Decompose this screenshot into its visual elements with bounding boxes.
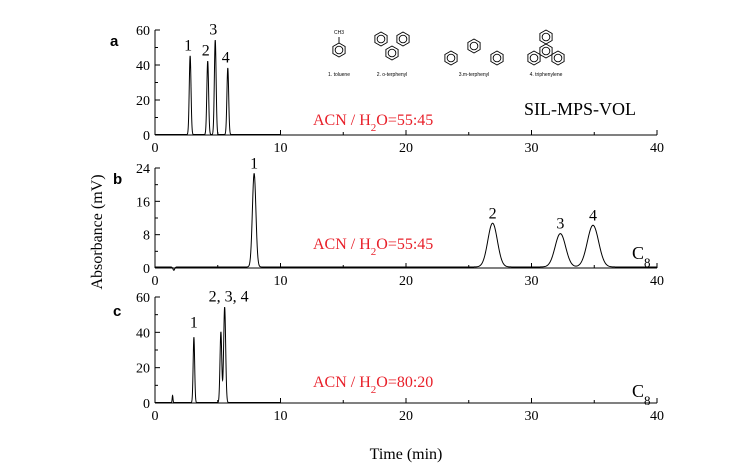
- y-tick-label: 60: [136, 24, 150, 39]
- condition-prefix: ACN / H: [313, 236, 371, 253]
- aromatic-circle: [553, 53, 563, 63]
- phase-subscript: 8: [644, 255, 651, 270]
- peak-label: 2: [202, 43, 210, 60]
- x-tick-label: 10: [274, 141, 288, 156]
- phase-subscript: 8: [644, 393, 651, 408]
- x-tick-label: 30: [525, 141, 539, 156]
- chromatogram-trace: [155, 307, 281, 404]
- structure-caption: 3.m-terphenyl: [459, 72, 490, 78]
- y-tick-label: 60: [136, 291, 150, 306]
- aromatic-circle: [529, 53, 539, 63]
- triphenylene-ring-top: [539, 29, 553, 45]
- condition-prefix: ACN / H: [313, 374, 371, 391]
- x-tick-label: 30: [525, 274, 539, 289]
- aromatic-circle: [398, 34, 408, 44]
- y-tick-label: 40: [136, 59, 150, 74]
- x-tick-label: 10: [274, 274, 288, 289]
- condition-suffix: O=55:45: [376, 112, 433, 129]
- x-axis-label: Time (min): [370, 446, 443, 463]
- aromatic-circle: [387, 48, 397, 58]
- y-tick-label: 24: [136, 162, 150, 177]
- chromatogram-trace: [155, 39, 281, 136]
- mobile-phase-condition: ACN / H2O=80:20: [313, 374, 433, 396]
- y-tick-label: 20: [136, 362, 150, 377]
- peak-label: 1: [190, 315, 198, 332]
- structure-caption: 1. toluene: [328, 72, 350, 78]
- methyl-label: CH3: [334, 30, 344, 36]
- panel-letter: b: [113, 171, 122, 188]
- x-tick-label: 30: [525, 409, 539, 424]
- aromatic-circle: [492, 53, 502, 63]
- peak-label: 1: [184, 37, 192, 54]
- chemical-structures: CH3: [332, 29, 565, 66]
- mobile-phase-condition: ACN / H2O=55:45: [313, 112, 433, 134]
- condition-prefix: ACN / H: [313, 112, 371, 129]
- x-tick-label: 0: [152, 274, 159, 289]
- aromatic-circle: [469, 41, 479, 51]
- x-tick-label: 20: [399, 274, 413, 289]
- y-tick-label: 0: [143, 262, 150, 277]
- phase-text: C: [632, 243, 644, 263]
- phase-text: SIL-MPS-VOL: [524, 99, 636, 119]
- mobile-phase-condition: ACN / H2O=55:45: [313, 236, 433, 258]
- x-tick-label: 0: [152, 141, 159, 156]
- structure-caption: 2. o-terphenyl: [377, 72, 408, 78]
- panel-letter: c: [113, 303, 121, 320]
- aromatic-circle: [541, 46, 551, 56]
- stationary-phase-label: C8: [632, 243, 651, 270]
- x-tick-label: 40: [650, 274, 664, 289]
- stationary-phase-label: C8: [632, 381, 651, 408]
- structure-caption: 4. triphenylene: [530, 72, 563, 78]
- y-tick-label: 16: [136, 195, 150, 210]
- peak-label: 2: [489, 205, 497, 222]
- stationary-phase-label: SIL-MPS-VOL: [524, 99, 636, 119]
- m-terphenyl-ring-a: [444, 50, 458, 66]
- x-tick-label: 40: [650, 141, 664, 156]
- aromatic-circle: [541, 32, 551, 42]
- phase-text: C: [632, 381, 644, 401]
- y-tick-label: 0: [143, 397, 150, 412]
- panel-c: 0 10 20 30 40 0 20 40 60 1 2, 3, 4 c ACN / H2O=80:20…: [113, 289, 664, 424]
- condition-subscript: 2: [371, 384, 377, 396]
- peak-label: 3: [209, 22, 217, 39]
- y-axis-label: Absorbance (mV): [89, 174, 106, 289]
- x-tick-label: 40: [650, 409, 664, 424]
- y-tick-label: 20: [136, 94, 150, 109]
- condition-suffix: O=55:45: [376, 236, 433, 253]
- o-terphenyl-center: [385, 45, 399, 61]
- x-tick-label: 20: [399, 141, 413, 156]
- peak-label: 4: [589, 207, 597, 224]
- x-tick-label: 0: [152, 409, 159, 424]
- aromatic-circle: [376, 34, 386, 44]
- condition-subscript: 2: [371, 246, 377, 258]
- triphenylene-ring-left: [527, 50, 541, 66]
- condition-suffix: O=80:20: [376, 374, 433, 391]
- y-tick-label: 8: [143, 229, 150, 244]
- aromatic-circle: [446, 53, 456, 63]
- toluene-ring: [332, 42, 346, 58]
- peak-label: 3: [556, 216, 564, 233]
- condition-subscript: 2: [371, 122, 377, 134]
- x-tick-label: 10: [274, 409, 288, 424]
- peak-label: 2, 3, 4: [209, 289, 249, 306]
- x-tick-label: 20: [399, 409, 413, 424]
- o-terphenyl-ring-b: [396, 31, 410, 47]
- y-tick-label: 0: [143, 129, 150, 144]
- aromatic-circle: [334, 45, 344, 55]
- y-tick-label: 40: [136, 326, 150, 341]
- triphenylene-ring-right: [551, 50, 565, 66]
- chromatogram-trace: [155, 173, 657, 271]
- peak-label: 1: [250, 155, 258, 172]
- panel-letter: a: [110, 33, 119, 50]
- m-terphenyl-center: [467, 38, 481, 54]
- m-terphenyl-ring-b: [490, 50, 504, 66]
- peak-label: 4: [222, 50, 230, 67]
- triphenylene-center: [539, 43, 553, 59]
- o-terphenyl-ring-a: [374, 31, 388, 47]
